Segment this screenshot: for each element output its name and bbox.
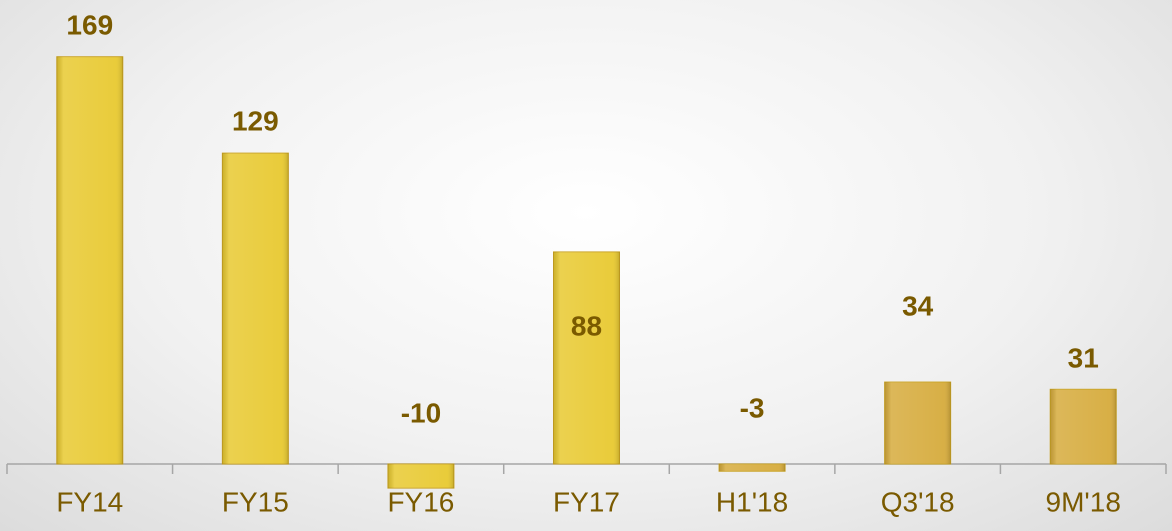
value-label: 88 [571, 310, 602, 341]
bar-shine [1050, 389, 1117, 464]
bar-shine [553, 251, 620, 464]
value-label: -3 [740, 392, 765, 423]
x-tick-label: FY15 [222, 486, 289, 517]
value-label: 34 [902, 290, 934, 321]
x-tick-label: FY16 [387, 486, 454, 517]
x-tick-label: H1'18 [716, 486, 788, 517]
bar-shine [56, 56, 123, 465]
x-tick-label: FY17 [553, 486, 620, 517]
bar-shine [719, 464, 786, 472]
bar-shine [222, 153, 289, 465]
x-tick-label: 9M'18 [1046, 486, 1121, 517]
value-label: 129 [232, 105, 279, 136]
value-label: 169 [66, 9, 113, 40]
x-tick-label: Q3'18 [881, 486, 955, 517]
bar-shine [884, 382, 951, 464]
bar-shine [387, 464, 454, 489]
x-tick-label: FY14 [56, 486, 123, 517]
value-label: 31 [1068, 342, 1099, 373]
value-label: -10 [401, 397, 441, 428]
